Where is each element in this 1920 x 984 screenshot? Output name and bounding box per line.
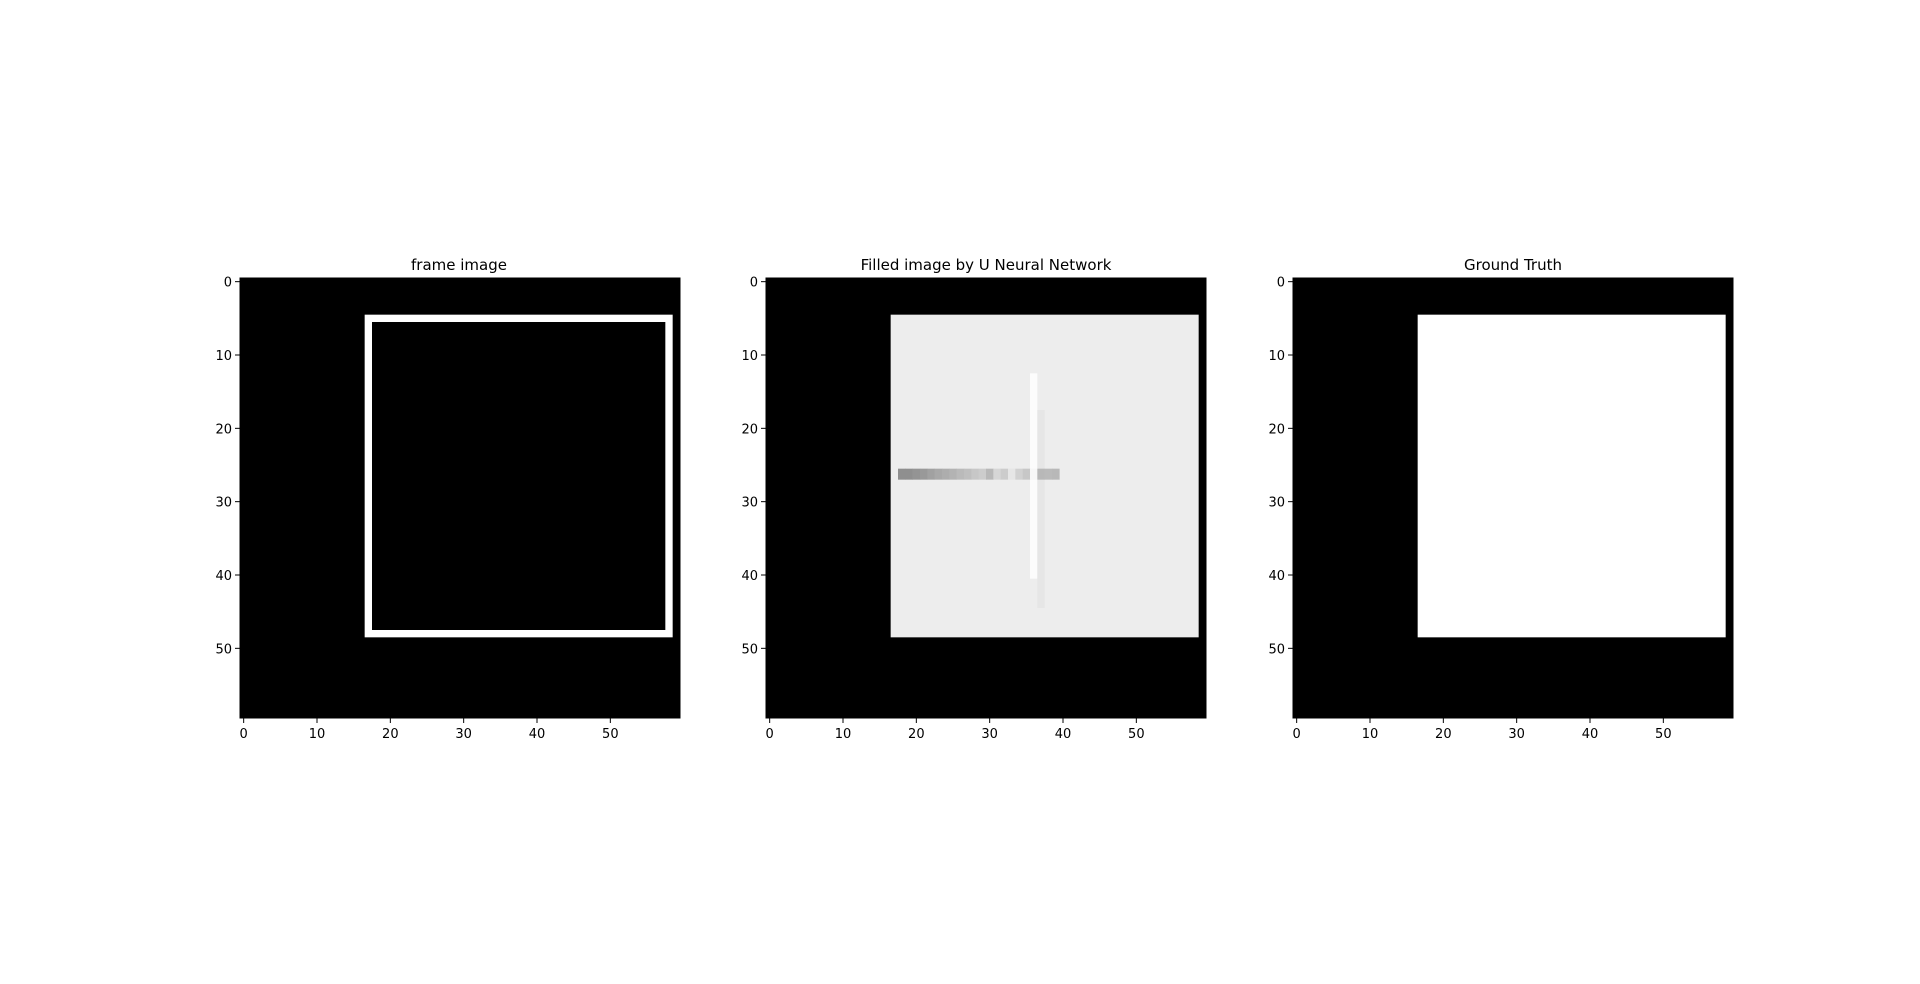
image-pixel bbox=[986, 468, 994, 480]
image-pixel bbox=[920, 468, 928, 480]
x-tick-label: 20 bbox=[382, 727, 399, 742]
image-pixel bbox=[978, 468, 987, 480]
image-pixel bbox=[1015, 468, 1023, 480]
x-tick-label: 40 bbox=[1055, 727, 1072, 742]
x-tick-label: 30 bbox=[1508, 727, 1525, 742]
panel-title: Filled image by U Neural Network bbox=[861, 256, 1112, 274]
y-tick-label: 30 bbox=[215, 496, 232, 511]
y-tick-label: 40 bbox=[1268, 569, 1285, 584]
y-tick-label: 10 bbox=[741, 349, 758, 364]
axes-frame bbox=[239, 277, 681, 719]
image-pixel bbox=[1052, 468, 1060, 480]
x-tick-label: 0 bbox=[1293, 727, 1301, 742]
x-tick-label: 10 bbox=[835, 727, 852, 742]
x-tick-label: 20 bbox=[1435, 727, 1452, 742]
axes-frame bbox=[1292, 277, 1734, 719]
image-region-square bbox=[1417, 314, 1726, 638]
x-tick-label: 50 bbox=[1655, 727, 1672, 742]
image-pixel bbox=[956, 468, 965, 480]
y-tick-label: 0 bbox=[224, 276, 232, 291]
x-tick-label: 40 bbox=[1582, 727, 1599, 742]
image-pixel bbox=[949, 468, 957, 480]
image-region-frame-inner bbox=[372, 322, 666, 630]
y-tick-label: 10 bbox=[1268, 349, 1285, 364]
x-tick-label: 50 bbox=[602, 727, 619, 742]
axes-frame bbox=[765, 277, 1207, 719]
y-tick-label: 10 bbox=[215, 349, 232, 364]
image-region-faint-column bbox=[1037, 410, 1045, 608]
y-tick-label: 20 bbox=[1268, 422, 1285, 437]
image-pixel bbox=[1030, 468, 1038, 480]
x-tick-label: 10 bbox=[309, 727, 326, 742]
image-pixel bbox=[942, 468, 950, 480]
y-tick-label: 30 bbox=[741, 496, 758, 511]
panel-title: Ground Truth bbox=[1464, 256, 1562, 274]
y-tick-label: 0 bbox=[750, 276, 758, 291]
y-tick-label: 40 bbox=[741, 569, 758, 584]
image-pixel bbox=[905, 468, 913, 480]
image-pixel bbox=[934, 468, 943, 480]
panel-frame-image: frame image 0 10 20 30 40 50 0 10 20 30 40 50 bbox=[215, 256, 681, 742]
image-pixel bbox=[1008, 468, 1016, 480]
x-tick-label: 0 bbox=[766, 727, 774, 742]
x-tick-label: 0 bbox=[240, 727, 248, 742]
image-pixel bbox=[1044, 468, 1053, 480]
x-tick-label: 30 bbox=[455, 727, 472, 742]
panel-title: frame image bbox=[411, 256, 507, 274]
image-pixel bbox=[912, 468, 921, 480]
y-tick-label: 30 bbox=[1268, 496, 1285, 511]
y-tick-label: 40 bbox=[215, 569, 232, 584]
y-tick-label: 50 bbox=[741, 642, 758, 657]
x-tick-label: 50 bbox=[1128, 727, 1145, 742]
image-pixel bbox=[927, 468, 935, 480]
image-pixel bbox=[993, 468, 1001, 480]
image-pixel bbox=[964, 468, 972, 480]
image-pixel bbox=[971, 468, 979, 480]
y-tick-label: 0 bbox=[1277, 276, 1285, 291]
panel-filled-image: Filled image by U Neural Network 0 10 20 30… bbox=[741, 256, 1207, 742]
x-tick-label: 40 bbox=[529, 727, 546, 742]
y-tick-label: 20 bbox=[215, 422, 232, 437]
y-tick-label: 50 bbox=[215, 642, 232, 657]
y-tick-label: 50 bbox=[1268, 642, 1285, 657]
x-tick-label: 10 bbox=[1362, 727, 1379, 742]
panel-ground-truth: Ground Truth 0 10 20 30 40 50 0 10 20 30 40 50 bbox=[1268, 256, 1734, 742]
y-tick-label: 20 bbox=[741, 422, 758, 437]
image-pixel bbox=[898, 468, 906, 480]
image-pixel bbox=[1037, 468, 1045, 480]
x-tick-label: 30 bbox=[981, 727, 998, 742]
image-pixel bbox=[1000, 468, 1009, 480]
x-tick-label: 20 bbox=[908, 727, 925, 742]
image-pixel bbox=[1022, 468, 1031, 480]
